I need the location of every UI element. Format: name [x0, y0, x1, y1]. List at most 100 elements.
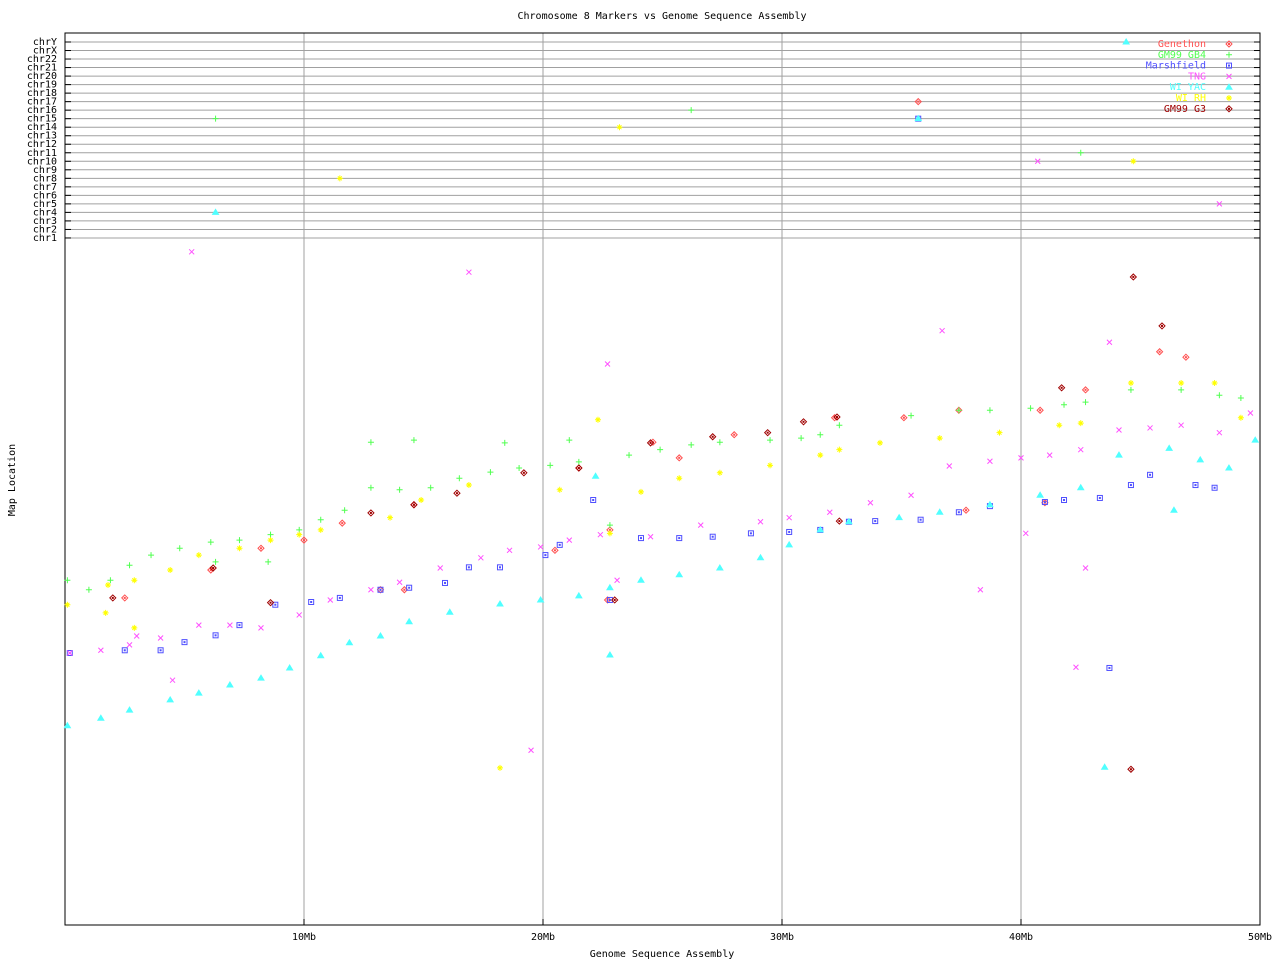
point-gm99-gb4 [317, 516, 324, 523]
point-marshfield [637, 535, 644, 542]
axes: chrYchrXchr22chr21chr20chr19chr18chr17ch… [27, 32, 1272, 943]
point-marshfield [465, 564, 472, 571]
point-gm99-gb4 [955, 407, 962, 414]
x-axis-label: Genome Sequence Assembly [590, 949, 735, 960]
point-tng [1077, 446, 1084, 453]
chromosome-label: chr11 [27, 148, 57, 159]
point-marshfield [406, 584, 413, 591]
point-gm99-g3 [1127, 765, 1135, 773]
legend-marker-tng [1226, 73, 1232, 80]
point-wi-yac [63, 721, 72, 729]
point-gm99-gb4 [817, 431, 824, 438]
point-gm99-gb4 [1237, 395, 1244, 401]
point-gm99-gb4 [547, 462, 554, 469]
point-gm99-g3 [1158, 322, 1166, 330]
point-gm99-g3 [109, 594, 117, 602]
point-genethon-chr17 [914, 97, 922, 106]
point-genethon [1036, 406, 1044, 414]
point-tng [1018, 454, 1024, 461]
point-wi-rh [195, 552, 202, 559]
point-gm99-gb4 [575, 458, 582, 465]
point-gm99-gb4 [212, 558, 219, 565]
point-wi-yac-chr15 [914, 114, 923, 122]
chromosome-label: chr16 [27, 105, 57, 116]
point-marshfield [212, 632, 219, 639]
chromosome-label: chr2 [33, 224, 57, 235]
point-wi-yac [574, 591, 583, 599]
point-tng-chr10 [1034, 158, 1041, 165]
point-gm99-gb4 [986, 407, 993, 414]
point-wi-yac [1115, 451, 1123, 458]
point-gm99-gb4 [427, 484, 434, 491]
chromosome-label: chr7 [33, 182, 57, 193]
point-genethon [1182, 353, 1190, 361]
point-tng [647, 533, 654, 540]
point-tng [1116, 427, 1122, 433]
point-tng [368, 586, 374, 593]
point-marshfield [786, 528, 793, 535]
point-marshfield [1147, 471, 1154, 478]
chromosome-label: chr19 [27, 80, 57, 91]
point-wi-yac [226, 680, 234, 688]
x-tick-label: 20Mb [531, 932, 555, 943]
legend-marker-gm99-g3 [1225, 105, 1233, 113]
point-tng [195, 622, 202, 628]
point-wi-rh [131, 577, 138, 584]
point-wi-rh [167, 567, 174, 574]
chromosome-label: chr20 [27, 71, 57, 82]
point-gm99-gb4 [657, 446, 664, 453]
point-wi-yac [675, 570, 684, 578]
point-gm99-gb4 [1082, 399, 1089, 406]
chromosome-label: chrY [33, 37, 57, 48]
point-wi-yac [1225, 464, 1233, 471]
point-wi-yac [1170, 506, 1178, 513]
point-tng [478, 554, 484, 561]
point-wi-rh [131, 624, 138, 631]
point-genethon [121, 594, 129, 602]
point-tng [133, 633, 140, 639]
point-gm99-gb4 [265, 558, 272, 565]
point-wi-yac [756, 553, 765, 561]
point-gm99-gb4-chr16 [688, 107, 695, 114]
point-wi-yac [1076, 483, 1085, 491]
point-tng [506, 547, 513, 554]
point-gm99-gb4 [767, 437, 774, 444]
point-genethon [1155, 348, 1164, 356]
point-wi-rh [267, 537, 274, 544]
point-wi-yac [345, 638, 354, 646]
point-gm99-g3 [410, 501, 418, 509]
point-wi-yac-chrY [1122, 38, 1131, 45]
x-tick-label: 50Mb [1248, 932, 1272, 943]
point-gm99-g3 [266, 598, 275, 607]
point-tng [126, 641, 133, 648]
point-wi-yac [637, 576, 645, 583]
point-wi-yac [895, 513, 903, 521]
point-tng [946, 463, 953, 469]
point-tng [614, 577, 620, 584]
point-marshfield [336, 594, 343, 601]
point-gm99-gb4 [236, 537, 243, 544]
point-gm99-gb4 [501, 439, 508, 446]
point-gm99-gb4-chr11 [1077, 149, 1084, 156]
point-gm99-g3 [799, 418, 808, 426]
point-gm99-gb4 [85, 586, 92, 593]
point-tng [66, 650, 73, 656]
point-marshfield [496, 564, 503, 571]
point-genethon [730, 431, 738, 439]
point-tng [566, 537, 573, 543]
point-marshfield [1106, 664, 1113, 671]
point-tng [188, 248, 195, 255]
legend-marker-gm99-gb4 [1226, 51, 1232, 58]
point-gm99-gb4 [1127, 386, 1134, 393]
point-wi-yac [1251, 436, 1260, 443]
point-tng [597, 531, 604, 538]
data-points [63, 38, 1260, 773]
legend-label-gm99-gb4: GM99 GB4 [1158, 50, 1206, 61]
point-marshfield [121, 647, 128, 654]
point-tng [908, 492, 914, 499]
point-tng [604, 361, 611, 367]
point-gm99-gb4 [716, 439, 723, 446]
point-marshfield [590, 497, 597, 503]
grid [65, 33, 1260, 925]
point-wi-yac [1036, 491, 1045, 498]
